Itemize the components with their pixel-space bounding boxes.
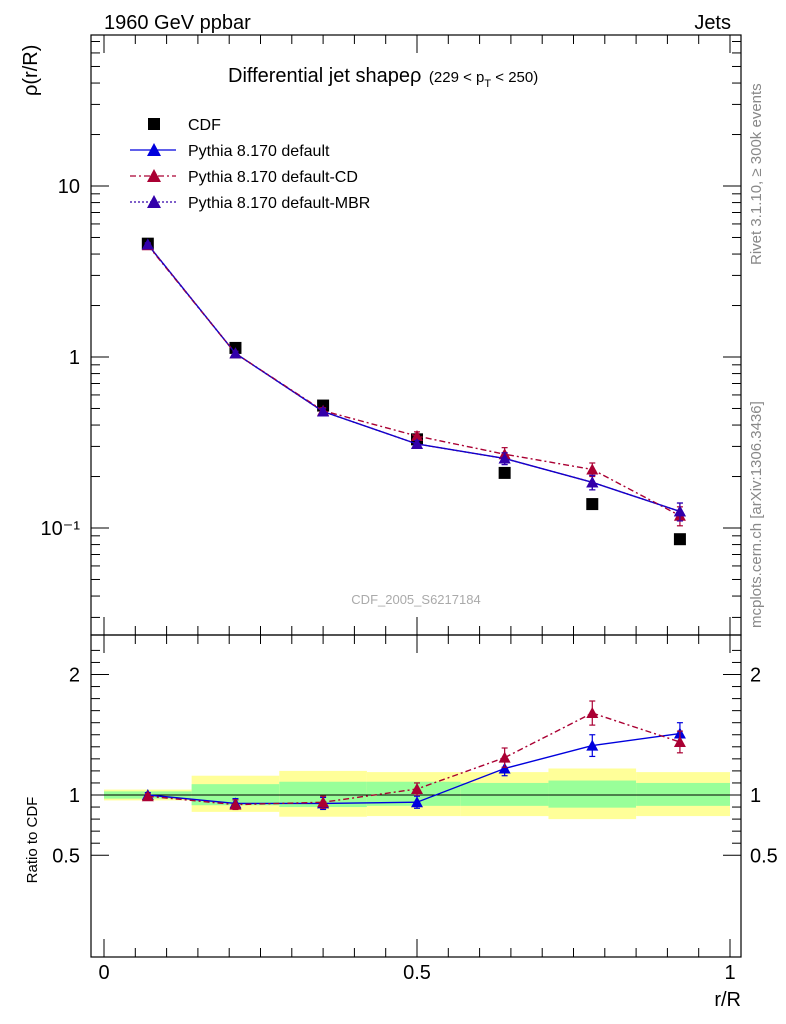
data-point (586, 463, 599, 475)
data-point (586, 476, 599, 488)
ratio-y-tick-label: 1 (69, 785, 80, 807)
legend-label: Pythia 8.170 default (188, 143, 330, 160)
main-series-layer (141, 237, 686, 546)
rivet-version-note: Rivet 3.1.10, ≥ 300k events (748, 83, 765, 265)
ratio-y-tick-label: 2 (69, 665, 80, 687)
band-green (636, 782, 730, 806)
data-point (498, 452, 511, 464)
legend-marker (147, 143, 161, 156)
legend-marker (148, 118, 160, 130)
band-green (460, 782, 549, 806)
ratio-data-point (411, 796, 423, 808)
ratio-y-tick-label-right: 1 (750, 785, 761, 807)
data-point (586, 498, 599, 511)
legend-label: CDF (188, 117, 221, 134)
ratio-data-point (586, 739, 599, 751)
data-point (411, 430, 423, 442)
ratio-data-point (141, 790, 154, 802)
ratio-data-point (229, 798, 242, 810)
header-energy-label: 1960 GeV ppbar (104, 12, 251, 34)
main-y-axis: 10⁻¹ 1 10 (41, 40, 741, 618)
ratio-data-point (411, 782, 423, 794)
band-green (548, 780, 637, 808)
ratio-y-tick-label-right: 2 (750, 665, 761, 687)
ratio-plot-frame (90, 634, 742, 958)
header-process-label: Jets (694, 12, 731, 34)
ratio-series-layer (141, 700, 686, 811)
legend: CDF Pythia 8.170 default Pythia 8.170 defa… (130, 117, 370, 212)
series-line (147, 244, 681, 513)
main-plot-title: Differential jet shapeρ (229 < pT < 250) (228, 65, 538, 90)
mcplots-reference-note: mcplots.cern.ch [arXiv:1306.3436] (748, 401, 765, 628)
ratio-y-axis: 0.5 0.5 1 1 2 2 (52, 649, 778, 867)
ratio-y-tick-label-right: 0.5 (750, 845, 778, 867)
series-line (147, 244, 681, 513)
ratio-y-axis-label: Ratio to CDF (24, 797, 41, 884)
y-tick-label: 1 (69, 347, 80, 369)
legend-label: Pythia 8.170 default-MBR (188, 195, 370, 212)
data-point (317, 405, 330, 417)
data-point (498, 466, 511, 479)
legend-marker (147, 195, 161, 208)
ratio-data-point (317, 796, 330, 808)
y-tick-label: 10 (58, 176, 80, 198)
x-tick-label: 0 (98, 962, 109, 984)
x-tick-label: 0.5 (403, 962, 431, 984)
ratio-x-axis: 0 0.5 1 (98, 35, 736, 984)
data-point (141, 238, 154, 250)
data-point (411, 437, 423, 449)
x-axis-label: r/R (714, 989, 741, 1011)
data-point (673, 505, 686, 517)
ratio-y-tick-label: 0.5 (52, 845, 80, 867)
series-line (147, 244, 681, 517)
legend-label: Pythia 8.170 default-CD (188, 169, 358, 186)
ratio-plot: 0.5 0.51 12 2 0 0.5 1 Ratio to CDF r/R (24, 35, 778, 1011)
ratio-data-point (498, 762, 511, 774)
data-point (673, 533, 686, 546)
ratio-data-point (498, 751, 511, 763)
legend-marker (147, 169, 161, 182)
x-tick-label: 1 (724, 962, 735, 984)
y-tick-label: 10⁻¹ (41, 518, 81, 540)
ratio-data-point (586, 707, 599, 719)
analysis-watermark: CDF_2005_S6217184 (351, 592, 480, 607)
main-y-axis-label: ρ(r/R) (20, 45, 42, 96)
data-point (229, 347, 242, 359)
ratio-data-point (673, 735, 686, 747)
ratio-uncertainty-bands (104, 768, 730, 820)
main-plot: 10⁻¹ 1 10 ρ(r/R) Differential jet shapeρ (… (20, 34, 742, 636)
